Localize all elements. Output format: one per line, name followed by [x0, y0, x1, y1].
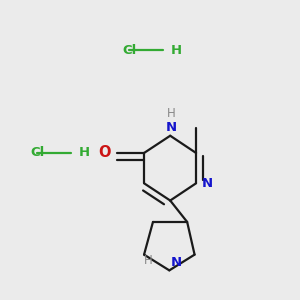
Text: H: H — [79, 146, 90, 160]
Text: Cl: Cl — [122, 44, 136, 57]
Text: O: O — [98, 146, 111, 160]
Text: H: H — [144, 254, 153, 267]
Text: H: H — [171, 44, 182, 57]
Text: H: H — [167, 107, 176, 120]
Text: Cl: Cl — [30, 146, 44, 160]
Text: N: N — [171, 256, 182, 269]
Text: N: N — [202, 177, 213, 190]
Text: N: N — [166, 121, 177, 134]
